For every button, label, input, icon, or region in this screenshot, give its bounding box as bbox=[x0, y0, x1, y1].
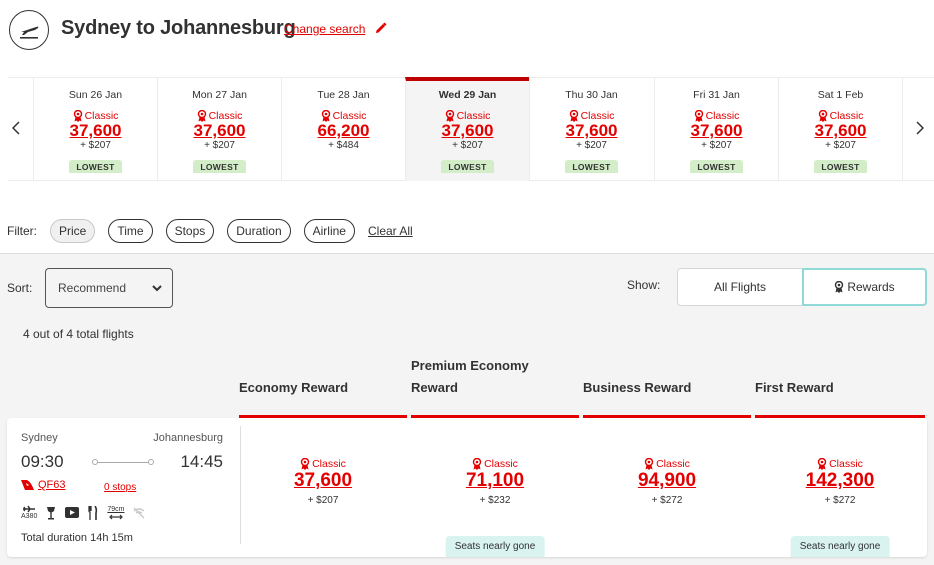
filter-chip-price[interactable]: Price bbox=[50, 219, 96, 243]
date-carousel: Sun 26 Jan Classic 37,600 + $207 LOWEST … bbox=[8, 77, 934, 181]
flight-result-card: Sydney Johannesburg 09:30 14:45 QF63 0 s… bbox=[7, 418, 927, 557]
award-icon bbox=[300, 458, 310, 470]
points-price[interactable]: 94,900 bbox=[637, 470, 697, 491]
fare-premium-economy[interactable]: Classic 71,100 + $232 Seats nearly gone bbox=[411, 418, 579, 557]
lowest-badge: LOWEST bbox=[69, 160, 122, 173]
date-option[interactable]: Sun 26 Jan Classic 37,600 + $207 LOWEST bbox=[33, 78, 157, 181]
filter-chip-duration[interactable]: Duration bbox=[227, 219, 291, 243]
filter-chip-stops[interactable]: Stops bbox=[165, 219, 215, 243]
clear-all-link[interactable]: Clear All bbox=[367, 224, 413, 238]
sort-value: Recommend bbox=[58, 281, 127, 295]
fare-first[interactable]: Classic 142,300 + $272 Seats nearly gone bbox=[755, 418, 925, 557]
award-icon bbox=[445, 110, 454, 122]
filter-label: Filter: bbox=[7, 224, 37, 238]
chevron-left-icon bbox=[12, 121, 20, 135]
points-price[interactable]: 37,600 bbox=[193, 121, 246, 140]
column-header-economy: Economy Reward bbox=[239, 360, 407, 418]
date-option[interactable]: Tue 28 Jan Classic 66,200 + $484 bbox=[281, 78, 405, 181]
award-icon bbox=[817, 458, 827, 470]
award-icon bbox=[644, 458, 654, 470]
points-price[interactable]: 37,600 bbox=[565, 121, 618, 140]
next-dates-button[interactable] bbox=[910, 116, 930, 140]
results-count: 4 out of 4 total flights bbox=[23, 327, 134, 341]
seat-pitch-icon: 79cm bbox=[107, 506, 124, 520]
award-icon bbox=[73, 110, 82, 122]
filter-chip-airline[interactable]: Airline bbox=[303, 219, 355, 243]
column-header-first: First Reward bbox=[755, 360, 925, 418]
date-option[interactable]: Mon 27 Jan Classic 37,600 + $207 LOWEST bbox=[157, 78, 281, 181]
points-price[interactable]: 37,600 bbox=[293, 470, 353, 491]
show-label: Show: bbox=[627, 278, 661, 292]
seats-nearly-gone-badge: Seats nearly gone bbox=[445, 536, 545, 557]
points-price[interactable]: 142,300 bbox=[805, 470, 875, 491]
lowest-badge: LOWEST bbox=[565, 160, 618, 173]
fare-business[interactable]: Classic 94,900 + $272 bbox=[583, 418, 751, 557]
amenities-list: A380 79cm bbox=[21, 505, 145, 520]
cutlery-icon bbox=[88, 505, 98, 520]
stops-link[interactable]: 0 stops bbox=[104, 482, 137, 493]
pencil-icon[interactable] bbox=[374, 22, 387, 40]
lowest-badge: LOWEST bbox=[441, 160, 494, 173]
qantas-logo-icon bbox=[21, 480, 34, 490]
points-price[interactable]: 66,200 bbox=[317, 121, 370, 140]
seats-nearly-gone-badge: Seats nearly gone bbox=[790, 536, 890, 557]
sort-dropdown[interactable]: Recommend bbox=[45, 268, 173, 308]
points-price[interactable]: 37,600 bbox=[690, 121, 743, 140]
sort-label: Sort: bbox=[7, 281, 33, 295]
show-toggle: All Flights Rewards bbox=[677, 268, 927, 306]
rewards-button[interactable]: Rewards bbox=[802, 268, 927, 306]
all-flights-button[interactable]: All Flights bbox=[677, 268, 802, 306]
change-search-link[interactable]: Change search bbox=[284, 22, 366, 36]
award-icon bbox=[321, 110, 330, 122]
route-line bbox=[95, 462, 153, 463]
page-title: Sydney to Johannesburg bbox=[61, 17, 296, 39]
filter-chip-time[interactable]: Time bbox=[108, 219, 153, 243]
points-price[interactable]: 37,600 bbox=[69, 121, 122, 140]
award-icon bbox=[818, 110, 827, 122]
date-option[interactable]: Thu 30 Jan Classic 37,600 + $207 LOWEST bbox=[529, 78, 653, 181]
chevron-right-icon bbox=[916, 121, 924, 135]
video-icon bbox=[65, 507, 80, 518]
chevron-down-icon bbox=[152, 284, 162, 291]
column-header-business: Business Reward bbox=[583, 360, 751, 418]
award-icon bbox=[197, 110, 206, 122]
total-duration: Total duration 14h 15m bbox=[21, 532, 133, 544]
origin-city: Sydney bbox=[21, 432, 58, 444]
date-option-selected[interactable]: Wed 29 Jan Classic 37,600 + $207 LOWEST bbox=[405, 77, 529, 181]
award-icon bbox=[472, 458, 482, 470]
wine-glass-icon bbox=[47, 506, 56, 519]
lowest-badge: LOWEST bbox=[193, 160, 246, 173]
no-wifi-icon bbox=[133, 507, 145, 518]
previous-dates-button[interactable] bbox=[6, 116, 26, 140]
fare-economy[interactable]: Classic 37,600 + $207 bbox=[239, 418, 407, 557]
points-price[interactable]: 71,100 bbox=[465, 470, 525, 491]
search-header-panel: Sydney to Johannesburg Change search Sun… bbox=[0, 0, 934, 254]
award-icon bbox=[694, 110, 703, 122]
points-price[interactable]: 37,600 bbox=[814, 121, 867, 140]
aircraft-icon: A380 bbox=[21, 505, 37, 520]
lowest-badge: LOWEST bbox=[814, 160, 867, 173]
column-header-premium-economy: Premium Economy Reward bbox=[411, 358, 579, 418]
points-price[interactable]: 37,600 bbox=[441, 121, 494, 140]
lowest-badge: LOWEST bbox=[690, 160, 743, 173]
date-option[interactable]: Sat 1 Feb Classic 37,600 + $207 LOWEST bbox=[778, 78, 902, 181]
departure-time: 09:30 bbox=[21, 452, 64, 471]
date-option[interactable]: Fri 31 Jan Classic 37,600 + $207 LOWEST bbox=[654, 78, 778, 181]
arrival-time: 14:45 bbox=[180, 452, 223, 471]
filter-bar: Filter: Price Time Stops Duration Airlin… bbox=[0, 218, 413, 244]
flight-number-link[interactable]: QF63 bbox=[21, 479, 66, 491]
destination-city: Johannesburg bbox=[153, 432, 223, 444]
card-divider bbox=[240, 426, 241, 544]
date-option-partial bbox=[902, 78, 934, 181]
award-icon bbox=[569, 110, 578, 122]
award-icon bbox=[835, 281, 844, 293]
flight-details: Sydney Johannesburg 09:30 14:45 QF63 0 s… bbox=[7, 418, 241, 557]
plane-departure-icon bbox=[9, 10, 49, 50]
